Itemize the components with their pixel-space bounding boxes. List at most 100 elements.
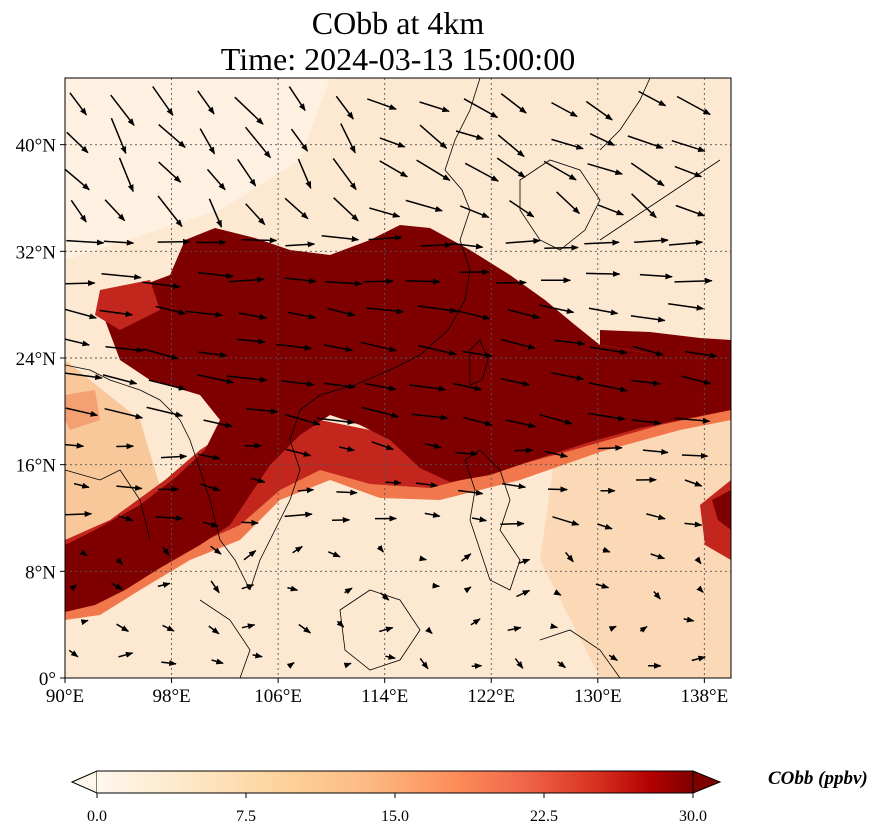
wind-arrow (328, 551, 341, 558)
wind-arrow (364, 382, 397, 392)
co-plume-tongue (600, 330, 731, 360)
wind-arrow (200, 483, 221, 492)
wind-arrow (464, 162, 499, 182)
wind-arrow (432, 582, 441, 589)
wind-arrow (110, 117, 127, 155)
colorbar-tick-label: 15.0 (381, 808, 409, 825)
wind-arrow (409, 384, 447, 392)
wind-arrow (324, 382, 356, 390)
wind-arrow (597, 523, 613, 530)
wind-arrow (539, 304, 575, 314)
wind-arrow (543, 160, 577, 181)
wind-arrow (544, 244, 579, 251)
plume-patch (95, 280, 160, 330)
wind-arrow (424, 442, 442, 449)
wind-arrow (336, 489, 358, 496)
wind-arrow (547, 486, 568, 493)
wind-arrow (385, 479, 402, 486)
wind-arrow (497, 134, 525, 158)
wind-arrow (116, 484, 143, 491)
wind-arrow (631, 419, 662, 426)
wind-arrow (650, 553, 666, 560)
wind-arrow (588, 382, 628, 393)
wind-arrow (285, 241, 316, 248)
wind-arrow (99, 309, 134, 317)
wind-arrow (157, 582, 171, 588)
wind-arrow (103, 239, 135, 246)
wind-arrow (287, 585, 299, 592)
wind-arrow (286, 661, 295, 669)
wind-arrow (102, 374, 138, 385)
wind-arrow (199, 128, 216, 155)
wind-arrow (297, 487, 315, 494)
lon-tick-label: 114°E (361, 686, 408, 707)
wind-arrow (551, 101, 578, 118)
latitude-axis: 0° 8°N 16°N 24°N 32°N 40°N (16, 136, 65, 690)
wind-arrow (639, 625, 648, 633)
wind-arrow (496, 157, 526, 178)
wind-arrow (455, 130, 484, 140)
wind-arrow (681, 375, 712, 385)
wind-arrow (236, 338, 266, 345)
wind-arrow (627, 135, 664, 149)
wind-arrow (297, 158, 312, 189)
wind-arrow (250, 477, 266, 484)
lat-tick-label: 40°N (16, 136, 57, 157)
wind-arrow (343, 662, 352, 669)
wind-arrow (65, 442, 85, 449)
wind-arrow (203, 419, 233, 428)
wind-arrow (298, 623, 312, 634)
wind-arrow (210, 580, 220, 594)
lon-tick-label: 106°E (254, 686, 302, 707)
wind-vectors (65, 86, 718, 670)
wind-arrow (632, 345, 664, 357)
wind-arrow (148, 379, 187, 391)
wind-arrow (419, 124, 448, 149)
wind-arrow (417, 305, 458, 314)
wind-arrow (65, 511, 93, 518)
wind-arrow (597, 204, 624, 216)
wind-arrow (509, 199, 535, 218)
wind-arrow (66, 239, 105, 246)
wind-arrow (321, 234, 360, 242)
wind-arrow (363, 278, 394, 285)
wind-arrow (608, 625, 617, 632)
wind-arrow (684, 521, 703, 528)
wind-arrow (252, 652, 263, 659)
wind-arrow (116, 623, 130, 633)
wind-arrow (380, 592, 390, 601)
wind-arrow (65, 338, 90, 347)
wind-arrow (675, 204, 706, 217)
wind-arrow (290, 128, 309, 152)
wind-arrow (585, 270, 621, 277)
wind-arrow (332, 157, 357, 191)
wind-arrow (463, 416, 493, 427)
wind-arrow (237, 158, 257, 187)
wind-arrow (285, 413, 321, 426)
wind-arrow (339, 446, 356, 452)
wind-arrow (589, 346, 628, 355)
map-frame (64, 77, 732, 679)
wind-arrow (65, 168, 90, 191)
wind-arrow (553, 589, 562, 596)
wind-arrow (405, 199, 443, 212)
wind-arrow (516, 589, 531, 598)
wind-arrow (284, 197, 309, 220)
wind-arrow (118, 157, 134, 193)
wind-arrow (241, 519, 259, 526)
wind-arrow (65, 407, 99, 417)
wind-arrow (361, 406, 399, 419)
wind-arrow (80, 619, 89, 626)
colorbar-tick-label: 30.0 (679, 808, 707, 825)
wind-arrow (110, 94, 135, 126)
wind-arrow (585, 100, 613, 121)
lon-tick-label: 138°E (681, 686, 729, 707)
wind-arrow (65, 372, 103, 381)
wind-arrow (385, 653, 396, 660)
wind-arrow (161, 660, 177, 667)
wind-arrow (588, 412, 626, 422)
wind-arrow (668, 303, 705, 311)
wind-arrow (419, 101, 450, 113)
wind-arrow (639, 273, 673, 280)
wind-arrow (630, 162, 665, 187)
